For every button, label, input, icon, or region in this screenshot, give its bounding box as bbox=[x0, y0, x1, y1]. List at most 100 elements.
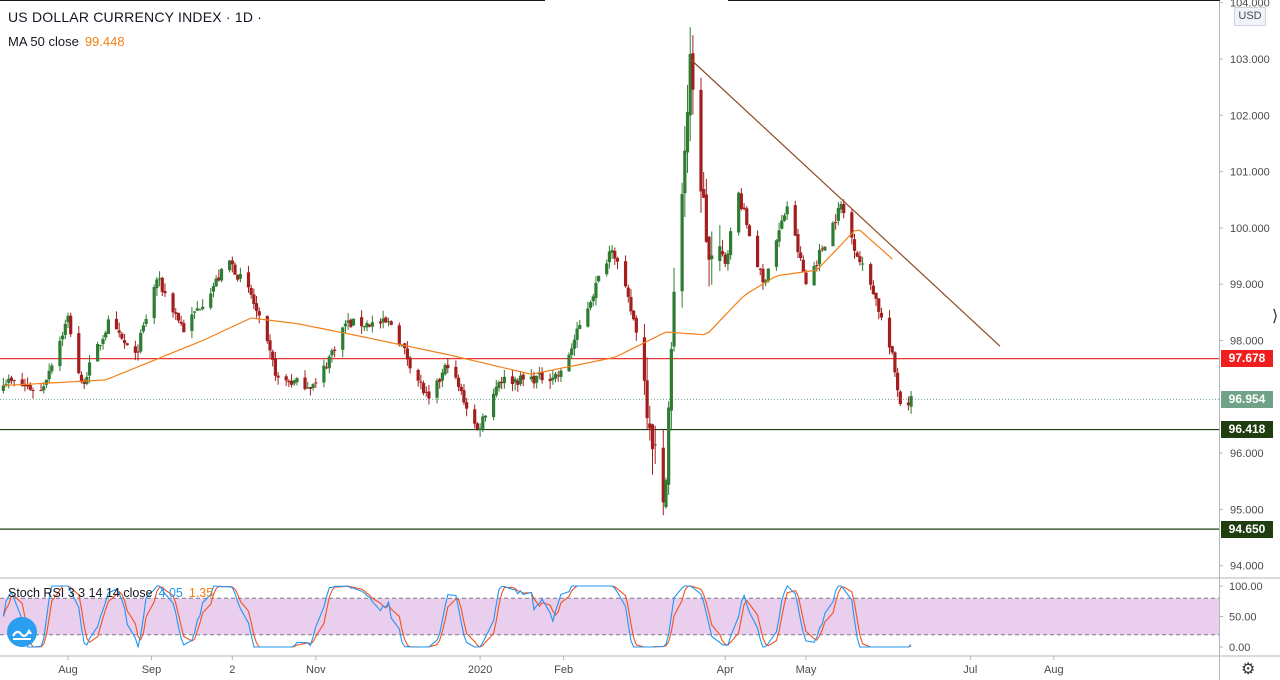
candle bbox=[578, 319, 582, 330]
candle bbox=[820, 245, 824, 253]
candle bbox=[459, 383, 463, 396]
candle bbox=[518, 371, 523, 387]
candle bbox=[424, 386, 428, 397]
candle bbox=[831, 221, 835, 247]
candle bbox=[465, 397, 469, 417]
candle bbox=[559, 368, 563, 382]
candle bbox=[850, 209, 854, 245]
candle bbox=[906, 396, 910, 411]
price-tag: 97.678 bbox=[1221, 350, 1273, 368]
candle bbox=[650, 423, 655, 475]
ma50-line bbox=[3, 229, 893, 387]
candle bbox=[182, 319, 186, 333]
time-tick-label: Apr bbox=[717, 664, 734, 676]
candle bbox=[327, 354, 331, 374]
symbol-title[interactable]: US DOLLAR CURRENCY INDEX · 1D · bbox=[8, 9, 263, 25]
candle bbox=[852, 233, 857, 259]
candle bbox=[50, 363, 54, 375]
candle bbox=[610, 245, 614, 259]
candle bbox=[125, 342, 129, 346]
candlestick-series bbox=[1, 27, 913, 516]
candle bbox=[249, 284, 253, 299]
price-tag: 94.650 bbox=[1221, 520, 1273, 538]
candle bbox=[303, 370, 307, 391]
candle bbox=[77, 326, 81, 375]
candle bbox=[201, 299, 205, 311]
horizontal-levels[interactable] bbox=[0, 358, 1219, 530]
candle bbox=[160, 276, 164, 296]
candle bbox=[435, 378, 439, 404]
candle bbox=[351, 318, 356, 326]
time-tick-label: 2020 bbox=[468, 664, 492, 676]
candle bbox=[9, 375, 14, 384]
candle bbox=[823, 246, 827, 251]
candle bbox=[192, 311, 197, 319]
candle bbox=[230, 256, 234, 273]
currency-label[interactable]: USD bbox=[1234, 7, 1266, 26]
candle bbox=[877, 298, 881, 320]
candle bbox=[834, 214, 838, 230]
candle bbox=[198, 308, 202, 311]
candle bbox=[443, 363, 447, 376]
candle bbox=[122, 333, 127, 349]
candle bbox=[333, 346, 337, 358]
candle bbox=[117, 322, 121, 338]
candle bbox=[152, 284, 156, 325]
candle bbox=[858, 251, 862, 266]
candle bbox=[869, 262, 873, 290]
candle bbox=[7, 374, 11, 389]
candle bbox=[855, 250, 859, 258]
price-tick-label: 95.000 bbox=[1230, 504, 1264, 516]
osc-tick-label: 0.00 bbox=[1229, 642, 1250, 654]
trend-line[interactable] bbox=[689, 58, 1001, 347]
candle bbox=[61, 331, 65, 347]
candle bbox=[324, 362, 329, 370]
candle bbox=[723, 252, 727, 267]
gear-icon[interactable]: ⚙ bbox=[1241, 661, 1256, 678]
osc-legend[interactable]: Stoch RSI 3 3 14 14 close 4.05 1.35 bbox=[8, 586, 213, 600]
ma-legend[interactable]: MA 50 close 99.448 bbox=[8, 34, 125, 49]
candle bbox=[836, 202, 840, 226]
candle bbox=[478, 423, 482, 437]
candle bbox=[607, 245, 612, 269]
candle bbox=[284, 374, 288, 386]
candle bbox=[586, 301, 590, 328]
candle bbox=[133, 340, 137, 361]
candle bbox=[141, 322, 146, 334]
candle bbox=[605, 259, 609, 277]
candle bbox=[758, 267, 762, 276]
candle bbox=[755, 230, 760, 268]
candle bbox=[31, 387, 35, 399]
candle bbox=[346, 313, 350, 330]
candle bbox=[729, 227, 733, 260]
candle bbox=[330, 348, 334, 363]
candle bbox=[389, 320, 393, 326]
candle bbox=[516, 377, 520, 392]
price-tick-label: 96.000 bbox=[1230, 448, 1264, 460]
candle bbox=[174, 308, 178, 320]
candle bbox=[718, 225, 722, 272]
tradingview-logo-icon[interactable] bbox=[7, 617, 37, 647]
candle bbox=[144, 314, 148, 327]
candle bbox=[257, 307, 261, 324]
candle bbox=[179, 315, 183, 327]
candle bbox=[720, 239, 725, 257]
candle bbox=[548, 373, 552, 389]
time-tick-label: Jul bbox=[963, 664, 977, 676]
candle bbox=[378, 318, 383, 329]
candle bbox=[871, 280, 875, 295]
price-tick-label: 101.000 bbox=[1230, 167, 1270, 179]
candle bbox=[419, 374, 423, 390]
candle bbox=[462, 384, 466, 406]
candle bbox=[491, 388, 496, 421]
price-tick-label: 100.000 bbox=[1230, 223, 1270, 235]
candle bbox=[273, 351, 278, 381]
candle bbox=[745, 206, 749, 229]
candle bbox=[114, 311, 119, 330]
candle bbox=[634, 315, 638, 341]
candle bbox=[47, 363, 51, 384]
candle bbox=[535, 375, 539, 389]
candle bbox=[500, 376, 504, 390]
